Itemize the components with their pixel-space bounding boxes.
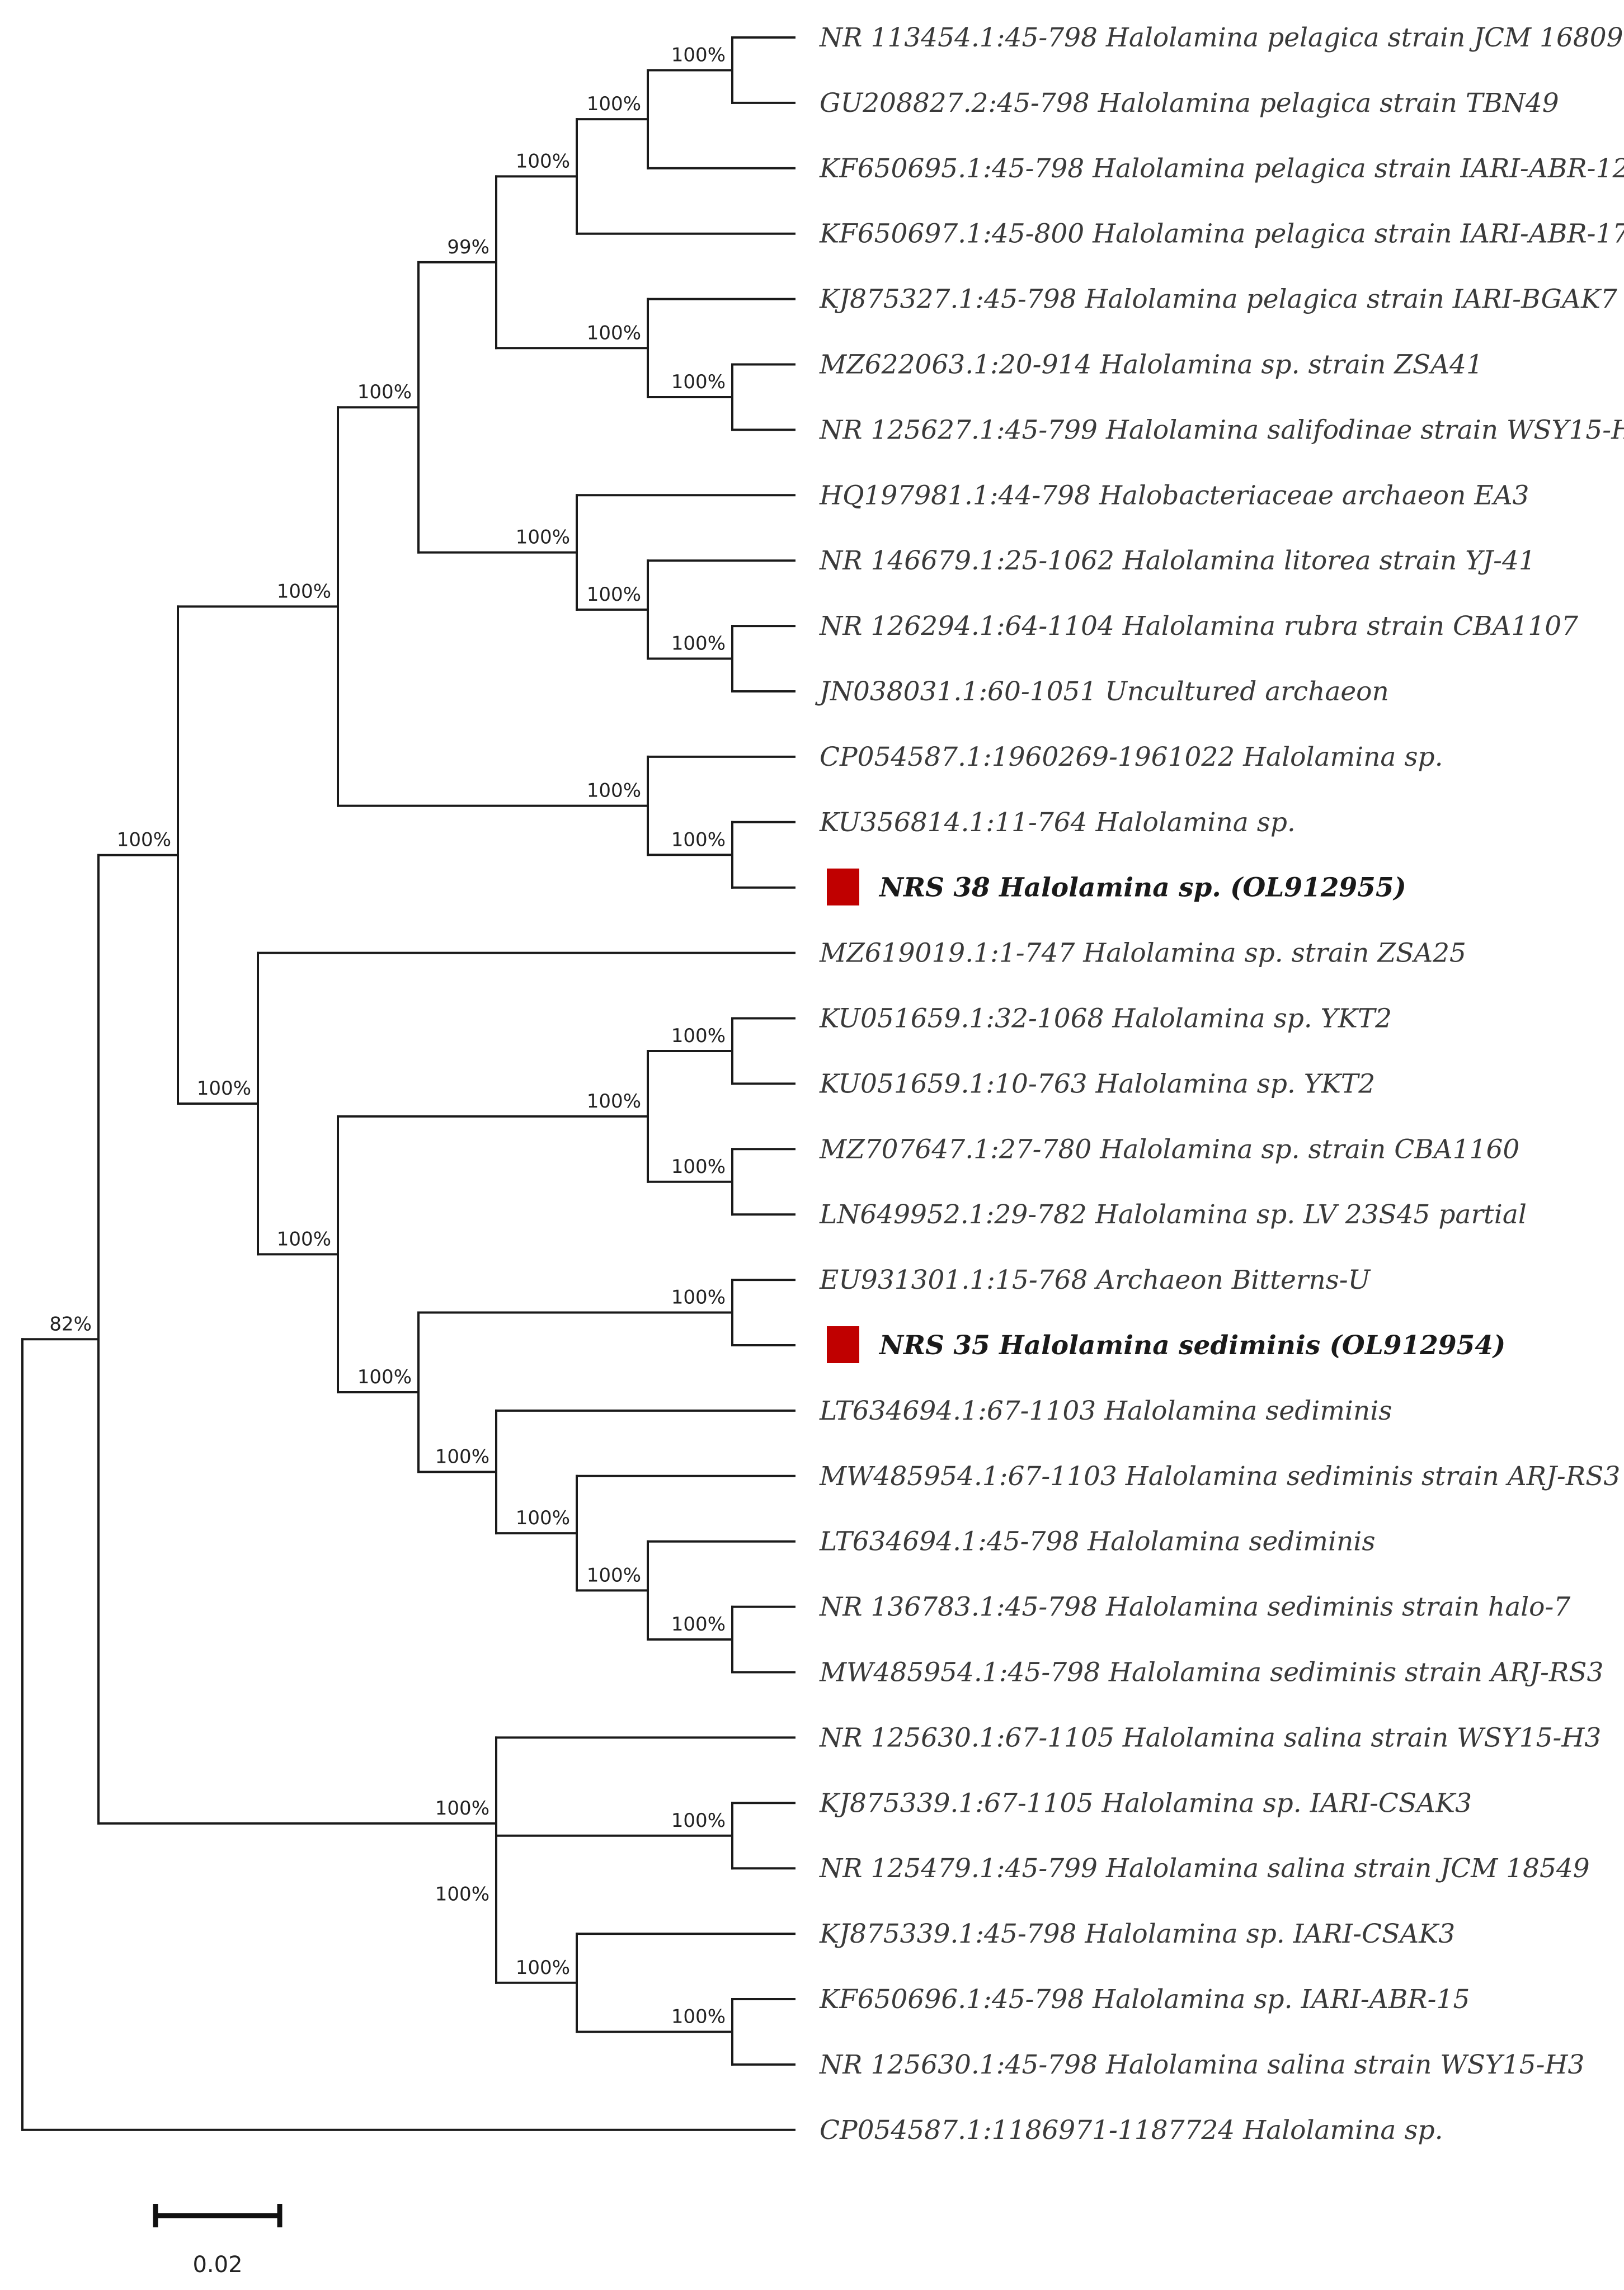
leaf-label: KU051659.1:10-763 Halolamina sp. YKT2 xyxy=(819,1068,1375,1099)
bootstrap-label: 100% xyxy=(587,1564,641,1586)
highlight-marker xyxy=(827,868,859,906)
bootstrap-label: 100% xyxy=(671,1810,726,1832)
leaf-label: NR 113454.1:45-798 Halolamina pelagica s… xyxy=(819,22,1623,53)
bootstrap-label: 82% xyxy=(49,1313,92,1335)
leaf-label: LN649952.1:29-782 Halolamina sp. LV 23S4… xyxy=(819,1199,1527,1230)
leaf-label: KF650695.1:45-798 Halolamina pelagica st… xyxy=(819,153,1624,184)
bootstrap-label: 100% xyxy=(671,1156,726,1178)
tree-branches xyxy=(21,36,795,2131)
scale-bar-label: 0.02 xyxy=(192,2252,242,2278)
bootstrap-label: 100% xyxy=(671,44,726,66)
leaf-label: MZ622063.1:20-914 Halolamina sp. strain … xyxy=(819,350,1483,380)
bootstrap-label: 99% xyxy=(447,236,489,258)
bootstrap-label: 100% xyxy=(587,322,641,344)
leaf-label: KU356814.1:11-764 Halolamina sp. xyxy=(819,807,1296,838)
bootstrap-label: 100% xyxy=(587,780,641,802)
bootstrap-label: 100% xyxy=(587,93,641,115)
leaf-label: KJ875327.1:45-798 Halolamina pelagica st… xyxy=(819,284,1617,315)
leaf-label: NRS 38 Halolamina sp. (OL912955) xyxy=(878,873,1406,903)
bootstrap-label: 100% xyxy=(357,1366,412,1388)
bootstrap-label: 100% xyxy=(671,2005,726,2028)
scale-bar-group: 0.02 xyxy=(153,2204,283,2278)
leaf-labels: NR 113454.1:45-798 Halolamina pelagica s… xyxy=(815,22,1624,2146)
bootstrap-label: 100% xyxy=(435,1797,489,1820)
leaf-label: KF650696.1:45-798 Halolamina sp. IARI-AB… xyxy=(819,1984,1470,2015)
bootstrap-label: 100% xyxy=(671,1613,726,1636)
bootstrap-label: 100% xyxy=(587,583,641,606)
leaf-label: KJ875339.1:45-798 Halolamina sp. IARI-CS… xyxy=(819,1919,1455,1949)
bootstrap-label: 100% xyxy=(671,828,726,851)
leaf-label: KU051659.1:32-1068 Halolamina sp. YKT2 xyxy=(819,1003,1392,1034)
bootstrap-label: 100% xyxy=(435,1883,489,1905)
bootstrap-label: 100% xyxy=(197,1077,251,1100)
bootstrap-label: 100% xyxy=(117,829,171,851)
bootstrap-label: 100% xyxy=(516,1507,570,1529)
leaf-label: NR 126294.1:64-1104 Halolamina rubra str… xyxy=(819,611,1578,642)
bootstrap-label: 100% xyxy=(671,1287,726,1309)
scale-bar xyxy=(153,2204,283,2227)
leaf-label: JN038031.1:60-1051 Uncultured archaeon xyxy=(815,676,1389,707)
bootstrap-label: 100% xyxy=(516,150,570,172)
bootstrap-labels: 100% 100% 100% 100% 100% 99% 100% 100% 100% 100% 1… xyxy=(49,44,726,2028)
bootstrap-label: 100% xyxy=(277,580,331,602)
bootstrap-label: 100% xyxy=(587,1090,641,1113)
bootstrap-label: 100% xyxy=(435,1445,489,1468)
leaf-label: MZ619019.1:1-747 Halolamina sp. strain Z… xyxy=(819,938,1466,969)
bootstrap-label: 100% xyxy=(516,526,570,549)
leaf-label: MW485954.1:67-1103 Halolamina sediminis … xyxy=(819,1461,1620,1492)
leaf-label: NR 146679.1:25-1062 Halolamina litorea s… xyxy=(819,545,1536,576)
bootstrap-label: 100% xyxy=(671,371,726,393)
leaf-label: CP054587.1:1186971-1187724 Halolamina sp… xyxy=(820,2115,1443,2146)
leaf-label: NR 125630.1:67-1105 Halolamina salina st… xyxy=(819,1722,1601,1753)
leaf-label: NR 136783.1:45-798 Halolamina sediminis … xyxy=(819,1592,1570,1623)
highlight-marker xyxy=(827,1326,859,1363)
bootstrap-label: 100% xyxy=(671,633,726,655)
leaf-label: KJ875339.1:67-1105 Halolamina sp. IARI-C… xyxy=(819,1788,1472,1818)
leaf-label: NR 125627.1:45-799 Halolamina salifodina… xyxy=(819,414,1624,445)
bootstrap-label: 100% xyxy=(357,381,412,403)
bootstrap-label: 100% xyxy=(277,1228,331,1250)
leaf-label: KF650697.1:45-800 Halolamina pelagica st… xyxy=(819,219,1624,249)
leaf-label: GU208827.2:45-798 Halolamina pelagica st… xyxy=(820,88,1559,119)
leaf-label: MW485954.1:45-798 Halolamina sediminis s… xyxy=(819,1657,1603,1688)
leaf-label: MZ707647.1:27-780 Halolamina sp. strain … xyxy=(819,1134,1519,1165)
leaf-label: NRS 35 Halolamina sediminis (OL912954) xyxy=(878,1330,1505,1361)
leaf-label: NR 125630.1:45-798 Halolamina salina str… xyxy=(819,2049,1584,2080)
leaf-label: LT634694.1:45-798 Halolamina sediminis xyxy=(819,1526,1375,1557)
leaf-label: EU931301.1:15-768 Archaeon Bitterns-U xyxy=(819,1265,1371,1295)
bootstrap-label: 100% xyxy=(516,1957,570,1979)
leaf-label: NR 125479.1:45-799 Halolamina salina str… xyxy=(819,1853,1590,1884)
leaf-label: LT634694.1:67-1103 Halolamina sediminis xyxy=(819,1396,1392,1426)
leaf-label: CP054587.1:1960269-1961022 Halolamina sp… xyxy=(820,742,1443,772)
leaf-label: HQ197981.1:44-798 Halobacteriaceae archa… xyxy=(819,480,1529,511)
bootstrap-label: 100% xyxy=(671,1025,726,1047)
